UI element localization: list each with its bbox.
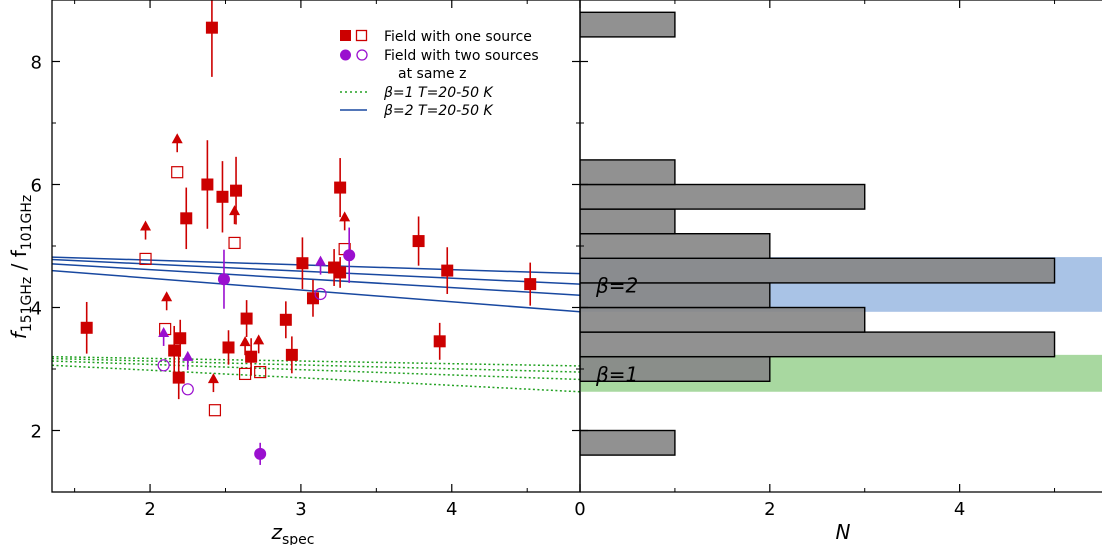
legend-marker-open-circle (356, 49, 368, 61)
data-point-open-square (208, 404, 222, 417)
x-axis-label: zspec (271, 520, 315, 545)
scatter-frame (51, 0, 581, 493)
histogram-bar (580, 282, 771, 309)
data-points (80, 0, 537, 465)
x-tick-label: 4 (446, 499, 457, 520)
data-point-filled-square (205, 21, 218, 34)
data-point-filled-square (201, 178, 214, 191)
data-point-filled-square (80, 321, 93, 334)
data-point-lower-limit-triangle (158, 326, 170, 337)
data-point-filled-square (296, 257, 309, 270)
data-point-lower-limit-triangle (339, 211, 351, 222)
histogram-x-tick-label: 0 (574, 499, 585, 520)
histogram-bar (580, 429, 676, 456)
legend-marker-open-square (355, 29, 368, 42)
histogram-bar (580, 11, 676, 38)
data-point-filled-square (433, 335, 446, 348)
histogram-x-tick-label: 2 (764, 499, 775, 520)
legend: Field with one source Field with two sou… (340, 29, 539, 119)
band-label: β=1 (595, 362, 638, 386)
data-point-open-circle (181, 383, 194, 396)
data-point-lower-limit-triangle (239, 336, 251, 347)
data-point-filled-circle (343, 249, 356, 262)
y-tick-label: 4 (31, 299, 42, 320)
scatter-panel: 2 3 4 2 4 6 8 Field with one source Field with… (7, 0, 581, 545)
data-point-filled-square (334, 266, 347, 279)
data-point-filled-square (180, 212, 193, 225)
data-point-filled-square (441, 264, 454, 277)
histogram-bar (580, 159, 676, 186)
data-point-filled-square (216, 190, 229, 203)
histogram-x-axis-label: N (836, 520, 851, 544)
histogram-bar (580, 306, 866, 333)
y-tick-label: 8 (31, 53, 42, 74)
legend-marker-filled-square (340, 30, 351, 41)
y-tick-label: 6 (31, 176, 42, 197)
data-point-lower-limit-triangle (253, 334, 265, 345)
data-point-lower-limit-triangle (229, 205, 241, 216)
data-point-filled-circle (217, 273, 230, 286)
legend-label-same-z: at same z (398, 66, 466, 82)
data-point-filled-square (172, 371, 185, 384)
data-point-filled-square (524, 278, 537, 291)
histogram-axes: 0 2 4 (574, 0, 1102, 520)
data-point-filled-square (279, 313, 292, 326)
data-point-filled-square (240, 312, 253, 325)
model-lines (52, 256, 580, 393)
data-point-filled-circle (254, 447, 267, 460)
band-labels: β=2 β=1 (595, 273, 638, 386)
legend-marker-filled-circle (340, 49, 351, 61)
data-point-filled-square (334, 181, 347, 194)
data-point-filled-square (168, 344, 181, 357)
model-line-beta2 (52, 263, 580, 296)
histogram-x-tick-label: 4 (954, 499, 965, 520)
data-point-filled-square (245, 350, 258, 363)
histogram-bar (580, 331, 1056, 358)
legend-label-beta1: β=1 T=20-50 K (383, 85, 494, 101)
data-point-open-circle (157, 359, 170, 372)
model-line-beta1 (52, 360, 580, 381)
data-point-filled-square (285, 348, 298, 361)
data-point-open-square (228, 236, 241, 250)
x-tick-label: 2 (144, 499, 155, 520)
data-point-filled-square (174, 332, 187, 345)
x-tick-label: 3 (295, 499, 306, 520)
band-label: β=2 (595, 273, 638, 297)
legend-label-one-source: Field with one source (384, 29, 532, 45)
histogram-bar (580, 183, 866, 210)
data-point-lower-limit-triangle (140, 220, 152, 231)
model-line-beta1 (52, 355, 580, 367)
data-point-lower-limit-triangle (207, 373, 219, 384)
data-point-filled-square (230, 184, 243, 197)
model-line-beta1 (52, 357, 580, 373)
histogram-panel: β=2 β=1 0 2 4 N (574, 0, 1102, 544)
data-point-filled-square (222, 341, 235, 354)
legend-label-two-sources: Field with two sources (384, 48, 539, 64)
data-point-lower-limit-triangle (161, 291, 173, 302)
data-point-filled-square (306, 292, 319, 305)
legend-label-beta2: β=2 T=20-50 K (383, 103, 494, 119)
data-point-open-square (139, 252, 152, 266)
data-point-open-square (171, 166, 184, 179)
y-axis-label: f151GHz / f101GHz (7, 195, 35, 339)
histogram-bars (580, 11, 1056, 456)
histogram-bar (580, 208, 676, 235)
data-point-lower-limit-triangle (315, 255, 327, 266)
histogram-bar (580, 257, 1056, 284)
y-tick-label: 2 (31, 422, 42, 443)
data-point-filled-square (412, 235, 425, 248)
data-point-lower-limit-triangle (182, 350, 194, 361)
data-point-lower-limit-triangle (171, 133, 183, 144)
data-point-open-circle (314, 287, 327, 301)
histogram-bar (580, 232, 771, 259)
data-point-open-square (238, 367, 252, 381)
data-point-open-square (254, 365, 267, 379)
model-line-beta1 (52, 364, 580, 393)
